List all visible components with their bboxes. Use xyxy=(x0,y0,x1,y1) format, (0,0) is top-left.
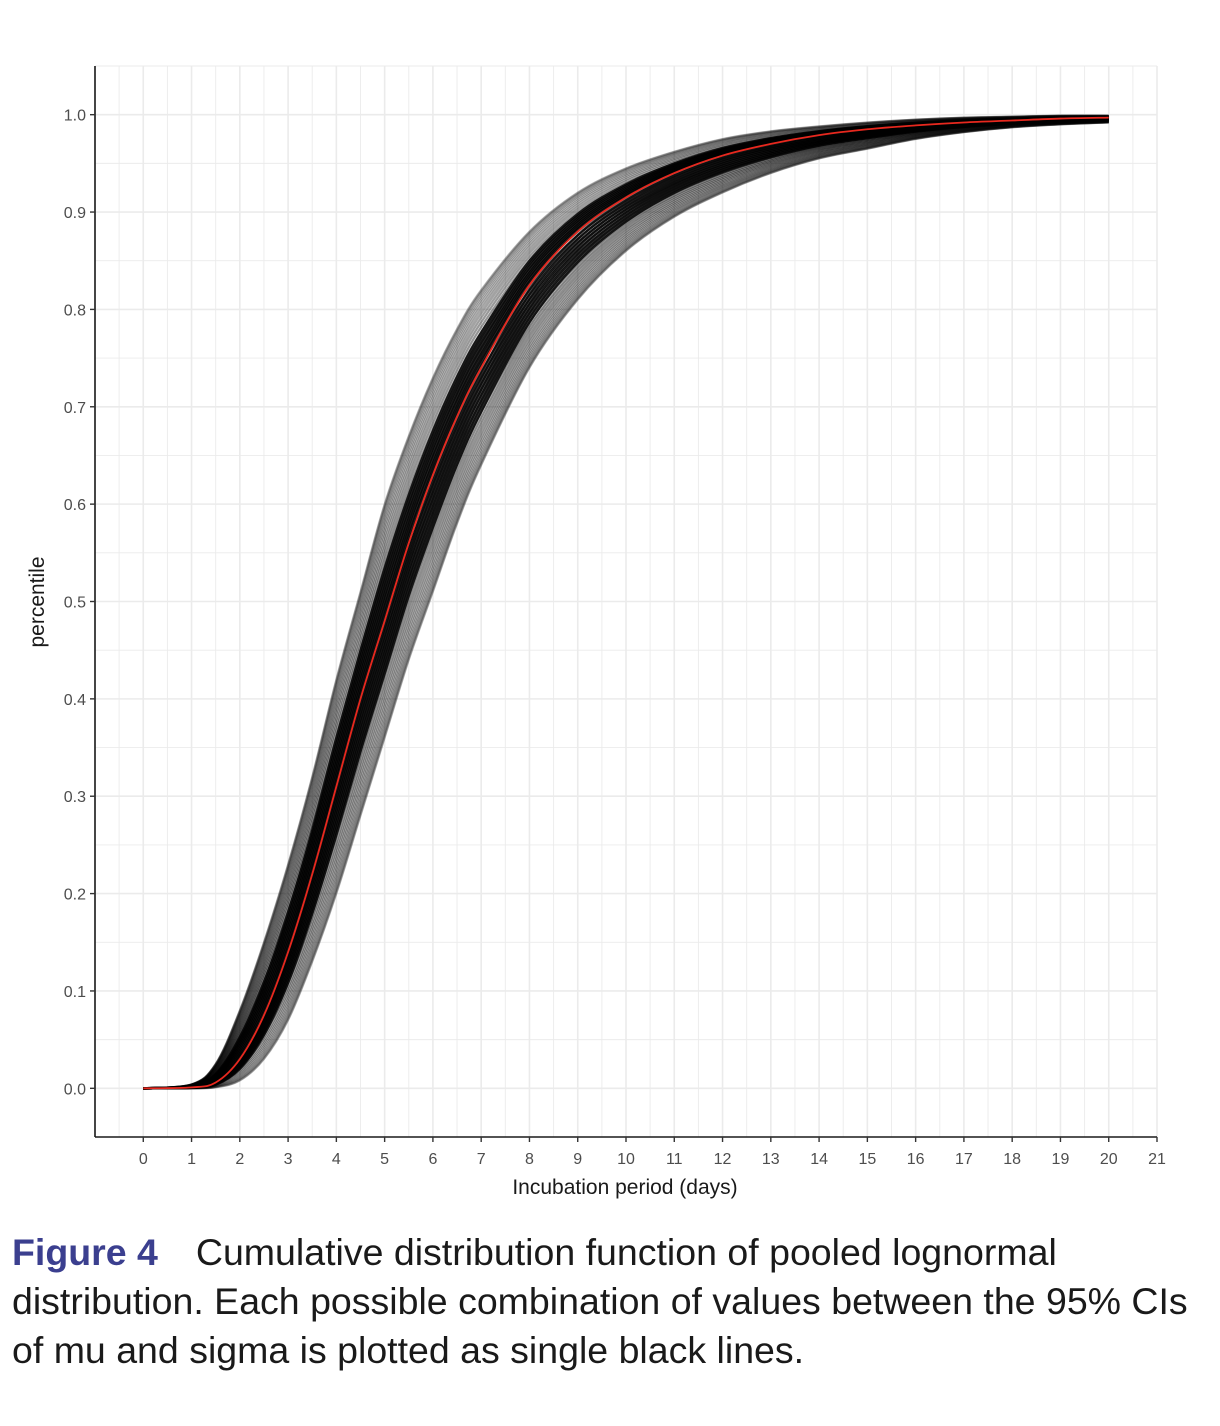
x-tick-label: 7 xyxy=(477,1151,486,1168)
band-line xyxy=(143,121,1109,1090)
y-tick-label: 0.5 xyxy=(64,595,86,612)
band-line xyxy=(143,120,1109,1090)
band-line xyxy=(143,114,1109,1090)
band-line xyxy=(143,121,1109,1090)
y-tick-label: 0.4 xyxy=(64,692,86,709)
x-tick-label: 17 xyxy=(955,1151,973,1168)
x-tick-label: 1 xyxy=(187,1151,196,1168)
band-line xyxy=(143,114,1109,1090)
x-tick-label: 18 xyxy=(1003,1151,1021,1168)
x-tick-label: 0 xyxy=(139,1151,148,1168)
x-axis-ticks: 0 1 2 3 4 5 6 7 8 9 10 11 12 13 14 15 16 17 18 19 20 21 xyxy=(139,1137,1166,1168)
y-axis-ticks: 0.0 0.1 0.2 0.3 0.4 0.5 0.6 0.7 0.8 0.9 1.0 xyxy=(64,108,95,1098)
x-tick-label: 15 xyxy=(858,1151,876,1168)
y-tick-label: 0.0 xyxy=(64,1081,86,1098)
x-tick-label: 4 xyxy=(332,1151,341,1168)
band-line xyxy=(143,114,1109,1090)
band-line xyxy=(143,121,1109,1090)
x-tick-label: 21 xyxy=(1148,1151,1166,1168)
band-line xyxy=(143,120,1109,1090)
x-tick-label: 5 xyxy=(380,1151,389,1168)
x-tick-label: 12 xyxy=(714,1151,732,1168)
x-tick-label: 10 xyxy=(617,1151,635,1168)
band-line xyxy=(143,114,1109,1090)
x-tick-label: 14 xyxy=(810,1151,828,1168)
x-tick-label: 16 xyxy=(907,1151,925,1168)
figure-caption: Figure 4 Cumulative distribution function… xyxy=(12,1228,1202,1375)
pooled-curve-layer xyxy=(143,116,1109,1090)
pooled-cdf-line xyxy=(143,116,1109,1090)
band-line xyxy=(143,115,1109,1090)
x-axis-title: Incubation period (days) xyxy=(512,1176,737,1199)
band-line xyxy=(143,120,1109,1090)
y-tick-label: 1.0 xyxy=(64,108,86,125)
band-line xyxy=(143,120,1109,1090)
caption-label: Figure 4 xyxy=(12,1231,158,1273)
band-line xyxy=(143,120,1109,1090)
x-tick-label: 13 xyxy=(762,1151,780,1168)
x-tick-label: 19 xyxy=(1052,1151,1070,1168)
band-line xyxy=(143,118,1109,1090)
x-tick-label: 20 xyxy=(1100,1151,1118,1168)
y-tick-label: 0.9 xyxy=(64,205,86,222)
uncertainty-band-layer xyxy=(143,114,1109,1090)
y-tick-label: 0.3 xyxy=(64,789,86,806)
band-line xyxy=(143,115,1109,1090)
band-line xyxy=(143,114,1109,1090)
y-tick-label: 0.1 xyxy=(64,984,86,1001)
band-line xyxy=(143,121,1109,1090)
band-line xyxy=(143,114,1109,1090)
x-tick-label: 3 xyxy=(284,1151,293,1168)
y-axis-title: percentile xyxy=(26,556,49,647)
band-line xyxy=(143,120,1109,1090)
y-tick-label: 0.2 xyxy=(64,887,86,904)
band-line xyxy=(143,114,1109,1090)
y-tick-label: 0.7 xyxy=(64,400,86,417)
x-tick-label: 11 xyxy=(666,1151,683,1168)
caption-text: Cumulative distribution function of pool… xyxy=(12,1231,1188,1371)
band-line xyxy=(143,121,1109,1090)
band-line xyxy=(143,115,1109,1090)
band-line xyxy=(143,120,1109,1090)
band-line xyxy=(143,121,1109,1090)
x-tick-label: 2 xyxy=(235,1151,244,1168)
x-tick-label: 6 xyxy=(428,1151,437,1168)
y-tick-label: 0.6 xyxy=(64,497,86,514)
band-line xyxy=(143,121,1109,1090)
y-tick-label: 0.8 xyxy=(64,302,86,319)
x-tick-label: 9 xyxy=(573,1151,582,1168)
band-line xyxy=(143,114,1109,1090)
x-tick-label: 8 xyxy=(525,1151,534,1168)
